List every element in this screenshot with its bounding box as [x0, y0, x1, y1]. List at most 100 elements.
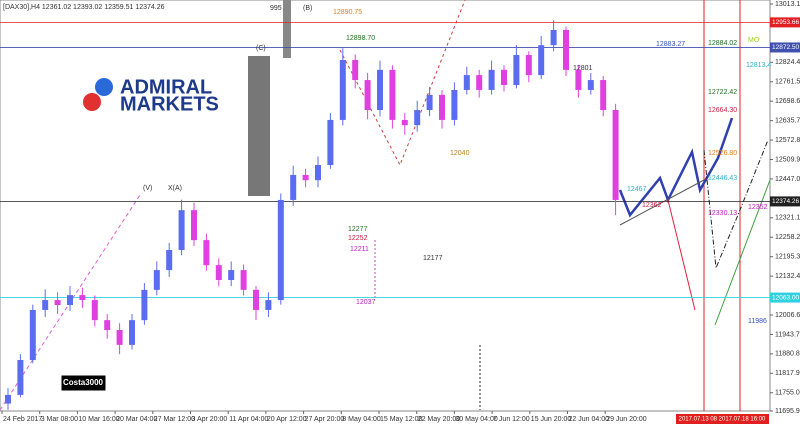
candle-body: [476, 75, 483, 90]
candle-body: [501, 69, 507, 86]
candle-body: [439, 94, 445, 120]
candle-body: [166, 250, 173, 271]
price-label: 12872.50: [772, 44, 799, 51]
candle-body: [17, 360, 24, 395]
annotation: 12890.75: [333, 9, 362, 16]
annotation: 12446.43: [708, 175, 737, 182]
x-tick-label: 10 Mar 16:00: [78, 416, 119, 423]
x-tick-label: 20 Apr 12:00: [267, 416, 307, 423]
annotation: 12898.70: [346, 35, 375, 42]
annotation: (V): [143, 185, 152, 192]
candle-body: [463, 75, 470, 90]
annotation: 12526.80: [708, 150, 737, 157]
candle-body: [240, 270, 247, 290]
annotation: 12664.30: [708, 107, 737, 114]
candle-body: [91, 300, 98, 321]
annotation: 12330.13: [708, 210, 737, 217]
brand: MARKETS: [120, 93, 219, 115]
y-tick-label: 11755.00: [775, 390, 800, 397]
candle-body: [587, 80, 594, 90]
annotation: 12277: [348, 226, 368, 233]
y-tick-label: 11943.70: [775, 331, 800, 338]
y-tick-label: 12824.40: [775, 59, 800, 66]
y-tick-label: 13013.15: [775, 1, 800, 8]
candle-body: [377, 69, 383, 111]
x-tick-label: 7 Jun 12:00: [493, 416, 530, 423]
candle-body: [352, 59, 359, 81]
annotation: 12813.4: [746, 62, 771, 69]
y-tick-label: 11695.95: [775, 408, 800, 415]
x-tick-label: 20 Mar 04:00: [116, 416, 157, 423]
candle-body: [191, 210, 197, 241]
annotation: (B): [303, 5, 312, 12]
candle-body: [153, 270, 160, 290]
y-tick-label: 12761.50: [775, 79, 800, 86]
logo-dot: [95, 78, 113, 96]
y-tick-label: 11880.80: [775, 351, 800, 358]
annotation: X(A): [168, 185, 182, 192]
price-label: 12374.26: [772, 198, 799, 205]
price-box: [770, 17, 800, 28]
annotation: 12040: [450, 150, 470, 157]
y-tick-label: 11817.90: [775, 370, 800, 377]
channel-line: [619, 179, 705, 226]
annotation: 12211: [350, 246, 369, 253]
time-box: [676, 414, 769, 424]
candle-body: [401, 119, 408, 126]
x-tick-label: 24 Feb 2017: [3, 416, 42, 423]
forecast-down: [667, 199, 696, 311]
y-tick-label: 12321.15: [775, 215, 800, 222]
annotation: 12252: [348, 235, 368, 242]
candle-body: [327, 119, 334, 166]
candle-body: [54, 300, 61, 306]
x-tick-label: 29 Jun 20:00: [606, 416, 647, 423]
annotation: 12352: [748, 204, 768, 211]
zone-box: [248, 56, 270, 196]
forecast-path: [618, 117, 734, 218]
candle-body: [538, 45, 545, 76]
candle-body: [525, 55, 532, 76]
candle-body: [79, 295, 86, 301]
y-tick-label: 12132.45: [775, 273, 800, 280]
y-tick-label: 12698.65: [775, 98, 800, 105]
x-tick-label: 22 Jun 04:00: [569, 416, 610, 423]
x-tick-label: 30 May 04:00: [455, 416, 498, 423]
candle-body: [129, 320, 135, 345]
candle-body: [451, 89, 458, 120]
candle-body: [277, 199, 284, 301]
x-tick-label: 22 May 20:00: [418, 416, 461, 423]
time-label: 2017.07.13 08 2017.07.18 16:00: [679, 417, 766, 423]
annotation: 12801: [573, 65, 593, 72]
candle-body: [116, 330, 123, 345]
y-tick-label: 12635.70: [775, 117, 800, 124]
candle-body: [488, 69, 495, 90]
plot-frame: [0, 0, 771, 412]
x-tick-label: 15 Jun 20:00: [531, 416, 572, 423]
annotation: 12883.27: [656, 41, 685, 48]
price-box: [770, 196, 800, 207]
candle-body: [339, 59, 346, 120]
candle-body: [178, 210, 185, 251]
annotation: 12177: [423, 255, 443, 262]
y-tick-label: 12509.90: [775, 156, 800, 163]
annotation: (C): [256, 45, 266, 52]
candle-body: [104, 320, 111, 331]
candle-body: [67, 295, 73, 306]
candle-body: [563, 30, 569, 70]
y-tick-label: 12258.25: [775, 234, 800, 241]
y-tick-label: 12447.00: [775, 176, 800, 183]
candle-body: [29, 309, 36, 361]
annotation: MO: [748, 37, 760, 44]
candle-body: [228, 270, 235, 280]
x-tick-label: 27 Apr 20:00: [305, 416, 345, 423]
annotation: 11986: [748, 318, 767, 325]
y-tick-label: 12195.35: [775, 254, 800, 261]
annotation: 12467: [627, 186, 647, 193]
price-label: 12953.66: [772, 19, 799, 26]
y-tick-label: 12006.60: [775, 312, 800, 319]
wave-line: [339, 0, 466, 167]
candle-body: [389, 69, 396, 120]
x-tick-label: 15 May 12:00: [380, 416, 423, 423]
candle-body: [426, 94, 433, 111]
annotation: 995: [270, 5, 282, 12]
